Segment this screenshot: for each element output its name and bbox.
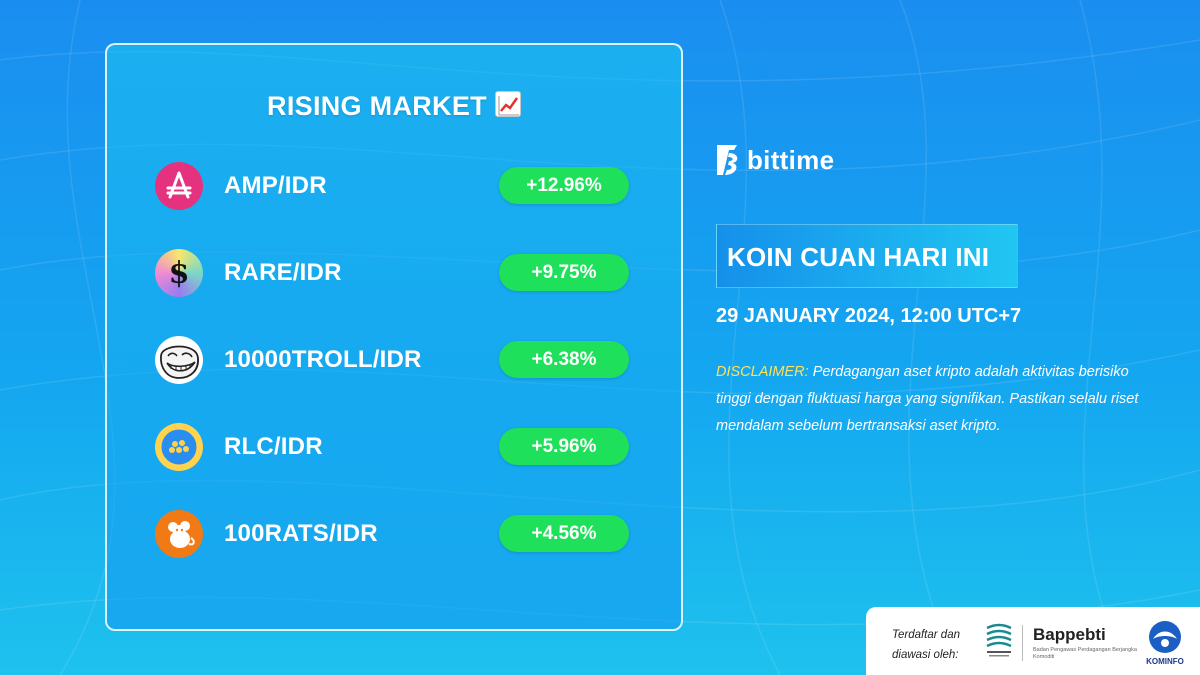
change-badge: +9.75% <box>499 254 629 291</box>
disclaimer-text: Perdagangan aset kripto adalah aktivitas… <box>716 364 1139 434</box>
pair-name: 100RATS/IDR <box>224 520 378 547</box>
disclaimer-label: DISCLAIMER: <box>716 364 809 380</box>
troll-coin-icon <box>155 336 203 384</box>
market-row[interactable]: AMP/IDR +12.96% <box>155 162 635 210</box>
chart-increasing-icon <box>494 91 521 117</box>
change-badge: +4.56% <box>499 515 629 552</box>
market-row[interactable]: RLC/IDR +5.96% <box>155 423 635 471</box>
rare-coin-icon: $ <box>155 249 203 297</box>
regulator-footer: Terdaftar dan diawasi oleh: Bappebti Bad… <box>866 607 1200 675</box>
bappebti-name: Bappebti <box>1033 625 1106 644</box>
rising-market-card: RISING MARKET AMP/IDR +12.96% $ RARE/IDR… <box>105 43 683 631</box>
brand-name: bittime <box>747 144 835 175</box>
market-row[interactable]: 10000TROLL/IDR +6.38% <box>155 336 635 384</box>
change-badge: +5.96% <box>499 428 629 465</box>
market-row[interactable]: 100RATS/IDR +4.56% <box>155 510 635 558</box>
date-time: 29 JANUARY 2024, 12:00 UTC+7 <box>716 305 1022 327</box>
kominfo-logo: KOMINFO <box>1143 619 1187 669</box>
rlc-coin-icon <box>155 423 203 471</box>
pair-name: RLC/IDR <box>224 433 323 460</box>
kominfo-logo-icon <box>1149 621 1181 653</box>
pair-name: AMP/IDR <box>224 172 327 199</box>
pair-name: RARE/IDR <box>224 259 342 286</box>
card-title: RISING MARKET <box>267 91 487 121</box>
disclaimer: DISCLAIMER: Perdagangan aset kripto adal… <box>716 359 1152 440</box>
registered-text: Terdaftar dan diawasi oleh: <box>892 629 960 661</box>
amp-coin-icon <box>155 162 203 210</box>
bittime-logo-icon <box>717 145 738 175</box>
bittime-brand[interactable]: bittime <box>715 140 834 180</box>
headline: KOIN CUAN HARI INI <box>727 242 990 272</box>
card-title-row: RISING MARKET <box>107 91 681 122</box>
change-badge: +12.96% <box>499 167 629 204</box>
change-badge: +6.38% <box>499 341 629 378</box>
kemendag-logo-icon <box>986 623 1012 657</box>
headline-banner: KOIN CUAN HARI INI <box>716 224 1018 288</box>
kominfo-label: KOMINFO <box>1146 657 1184 666</box>
rats-coin-icon <box>155 510 203 558</box>
bappebti-subtitle: Badan Pengawas Perdagangan Berjangka Kom… <box>1033 647 1137 660</box>
pair-name: 10000TROLL/IDR <box>224 346 422 373</box>
footer-divider <box>1022 625 1023 661</box>
bappebti-logo: Bappebti Badan Pengawas Perdagangan Berj… <box>1033 625 1137 661</box>
market-row[interactable]: $ RARE/IDR +9.75% <box>155 249 635 297</box>
